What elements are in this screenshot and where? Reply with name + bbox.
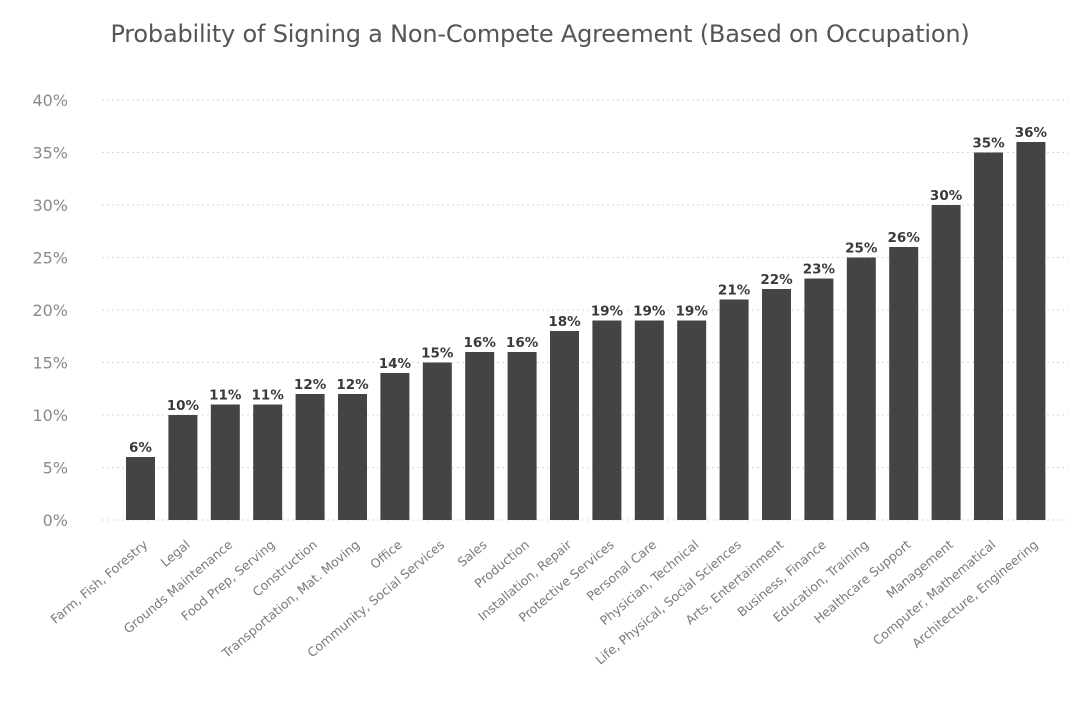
bar <box>762 289 791 520</box>
bar <box>253 404 283 520</box>
data-labels: 6% 10% 11% 11% 12% 12% 14% 15% 16% 16% 18% 19% 19% 19… <box>129 125 1047 456</box>
bar <box>804 278 834 520</box>
data-label: 30% <box>930 188 963 204</box>
data-label: 12% <box>294 377 327 393</box>
data-label: 11% <box>252 388 285 404</box>
bar <box>931 205 961 520</box>
bar <box>380 373 410 520</box>
bar <box>889 247 919 520</box>
bar <box>634 320 664 520</box>
data-label: 23% <box>803 262 836 278</box>
grid-lines <box>102 99 1068 521</box>
data-label: 26% <box>888 230 921 246</box>
bar <box>338 394 367 520</box>
data-label: 19% <box>633 304 666 320</box>
chart-title: Probability of Signing a Non-Compete Agr… <box>110 20 970 48</box>
bar <box>507 352 537 520</box>
bar <box>126 457 155 520</box>
bar <box>550 331 579 520</box>
y-tick-label: 20% <box>32 301 68 320</box>
y-tick-label: 40% <box>32 91 68 110</box>
data-label: 12% <box>336 377 369 393</box>
bar <box>422 362 452 520</box>
data-label: 35% <box>972 136 1005 152</box>
bar <box>168 415 198 520</box>
data-label: 16% <box>506 335 539 351</box>
data-label: 19% <box>676 304 709 320</box>
bar <box>677 320 707 520</box>
data-label: 15% <box>421 346 454 362</box>
data-label: 22% <box>760 272 793 288</box>
bar <box>1016 142 1046 520</box>
x-tick-label: Office <box>367 537 405 572</box>
bar <box>974 152 1003 520</box>
data-label: 21% <box>718 283 751 299</box>
data-label: 16% <box>464 335 497 351</box>
y-axis-ticks: 0% 5% 10% 15% 20% 25% 30% 35% 40% <box>32 91 68 530</box>
x-tick-label: Legal <box>158 537 193 570</box>
y-tick-label: 25% <box>32 249 68 268</box>
y-tick-label: 10% <box>32 406 68 425</box>
data-label: 14% <box>379 356 412 372</box>
y-tick-label: 35% <box>32 144 68 163</box>
data-label: 10% <box>167 398 200 414</box>
data-label: 36% <box>1015 125 1048 141</box>
bars <box>126 142 1046 520</box>
data-label: 18% <box>548 314 581 330</box>
bar <box>846 257 876 520</box>
data-label: 25% <box>845 241 878 257</box>
bar <box>465 352 495 520</box>
y-tick-label: 0% <box>43 511 68 530</box>
data-label: 19% <box>591 304 624 320</box>
bar <box>210 404 240 520</box>
y-tick-label: 30% <box>32 196 68 215</box>
x-tick-label: Sales <box>454 537 489 570</box>
bar <box>295 394 325 520</box>
data-label: 6% <box>129 440 152 456</box>
data-label: 11% <box>209 388 242 404</box>
bar <box>592 320 622 520</box>
y-tick-label: 5% <box>43 459 68 478</box>
y-tick-label: 15% <box>32 354 68 373</box>
bar <box>719 299 749 520</box>
